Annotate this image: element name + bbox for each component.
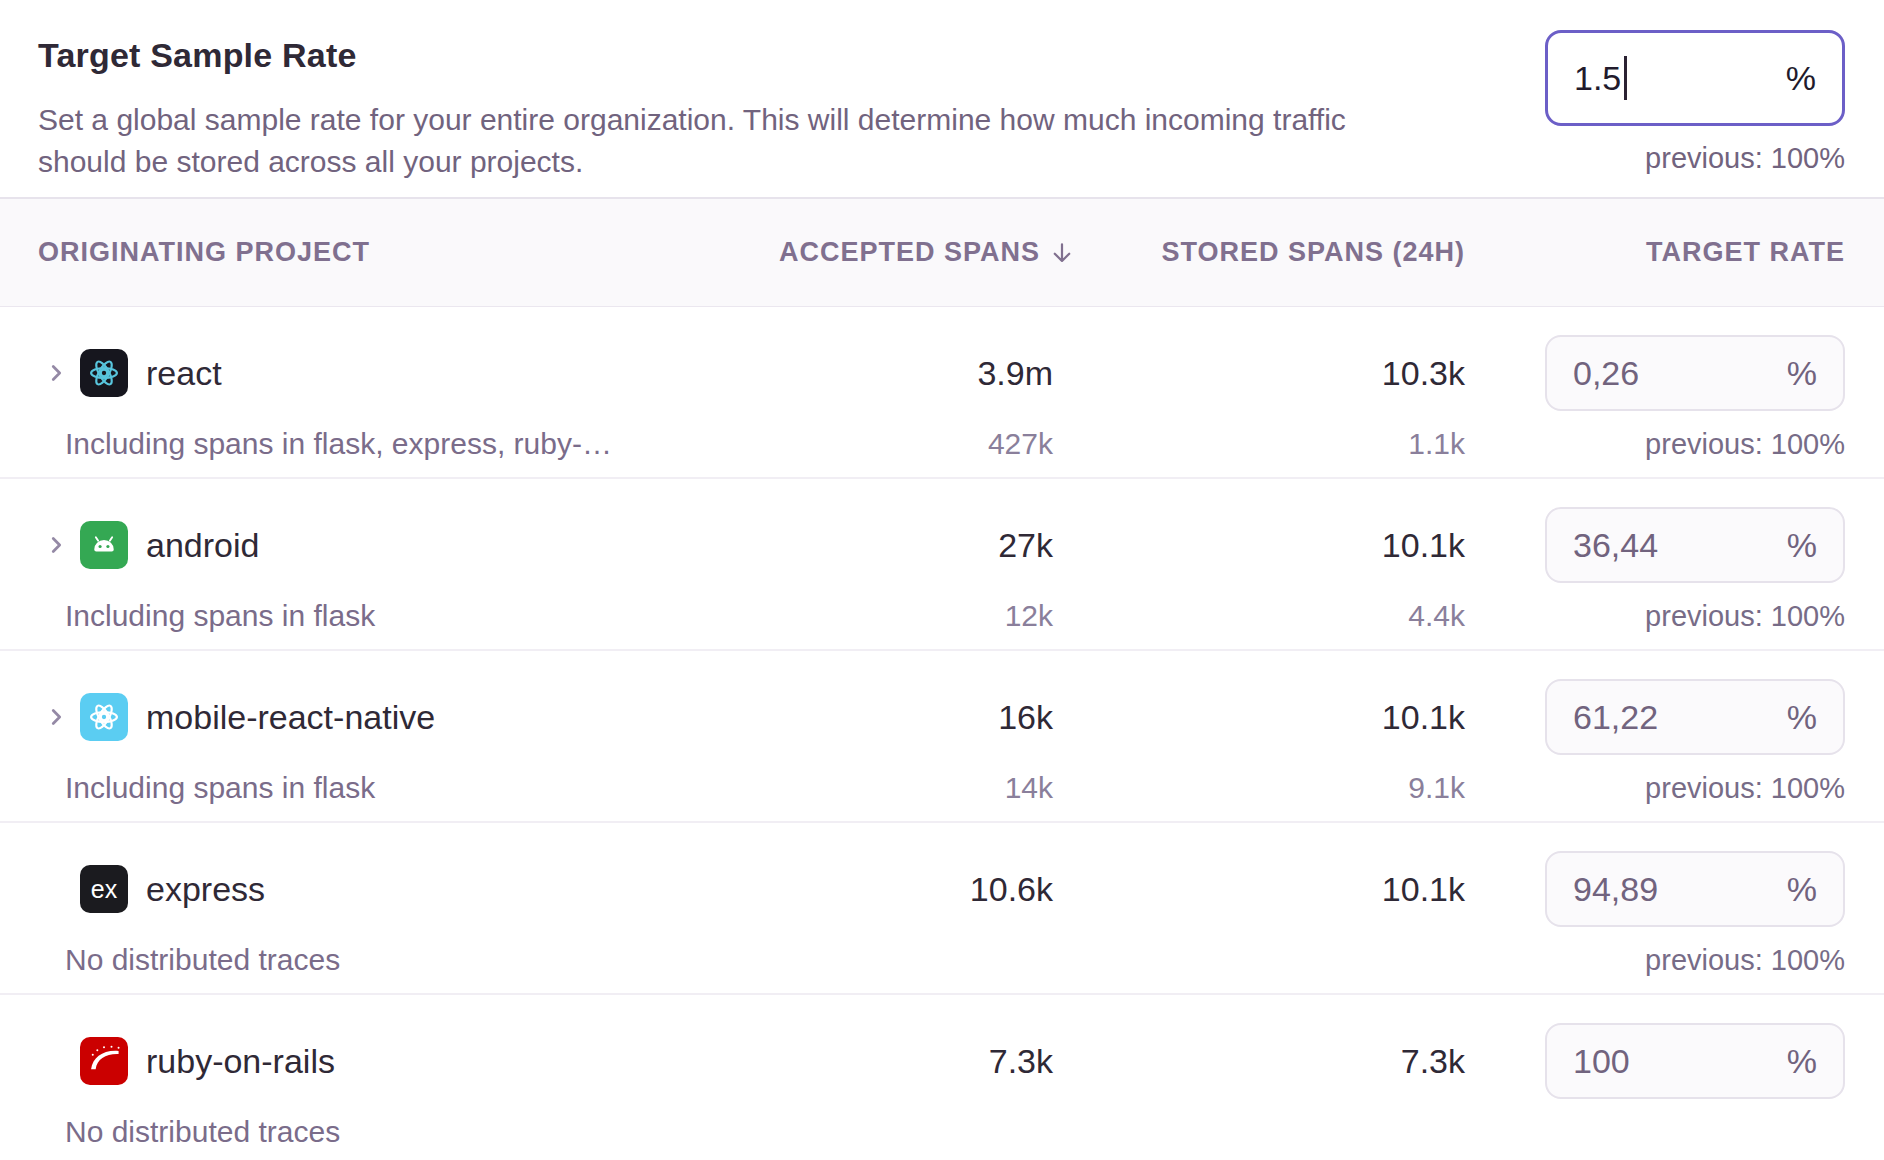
distributed-traces-note: Including spans in flask [65, 771, 723, 805]
sub-accepted-spans-value: 12k [723, 599, 1053, 633]
table-header-row: ORIGINATING PROJECT ACCEPTED SPANS STORE… [0, 197, 1884, 307]
project-group-express: ex express 10.6k 10.1k 94,89% No distrib… [0, 823, 1884, 995]
sub-stored-spans-value: 1.1k [1053, 427, 1465, 461]
stored-spans-value: 10.1k [1053, 526, 1465, 565]
table-subrow: No distributed traces previous: 100% [0, 929, 1884, 991]
table-row: ex express 10.6k 10.1k 94,89% [0, 849, 1884, 929]
target-rate-input[interactable]: 94,89% [1545, 851, 1845, 927]
text-cursor [1624, 56, 1627, 100]
global-sample-rate-value[interactable]: 1.5 [1574, 59, 1621, 98]
percent-suffix: % [1786, 59, 1816, 98]
accepted-spans-value: 10.6k [723, 870, 1053, 909]
page-title: Target Sample Rate [38, 36, 1413, 75]
project-name[interactable]: react [146, 354, 222, 393]
previous-rate-label: previous: 100% [1465, 944, 1845, 977]
android-icon [80, 521, 128, 569]
accepted-spans-value: 27k [723, 526, 1053, 565]
target-rate-input[interactable]: 0,26% [1545, 335, 1845, 411]
sub-accepted-spans-value: 427k [723, 427, 1053, 461]
column-header-originating-project: ORIGINATING PROJECT [38, 237, 723, 268]
project-name[interactable]: mobile-react-native [146, 698, 435, 737]
expand-chevron-icon[interactable] [45, 362, 67, 384]
express-icon-text: ex [91, 875, 117, 904]
distributed-traces-note: Including spans in flask [65, 599, 723, 633]
percent-suffix: % [1787, 870, 1817, 909]
table-row: android 27k 10.1k 36,44% [0, 505, 1884, 585]
project-group-android: android 27k 10.1k 36,44% Including spans… [0, 479, 1884, 651]
table-subrow: Including spans in flask, express, ruby-… [0, 413, 1884, 475]
project-name[interactable]: express [146, 870, 265, 909]
percent-suffix: % [1787, 354, 1817, 393]
distributed-traces-note: Including spans in flask, express, ruby-… [65, 427, 723, 461]
sub-stored-spans-value: 9.1k [1053, 771, 1465, 805]
react-native-icon [80, 693, 128, 741]
react-icon [80, 349, 128, 397]
target-rate-input[interactable]: 36,44% [1545, 507, 1845, 583]
sub-accepted-spans-value: 14k [723, 771, 1053, 805]
stored-spans-value: 10.1k [1053, 698, 1465, 737]
accepted-spans-value: 3.9m [723, 354, 1053, 393]
project-group-react: react 3.9m 10.3k 0,26% Including spans i… [0, 307, 1884, 479]
table-subrow: No distributed traces [0, 1101, 1884, 1160]
expand-chevron-icon[interactable] [45, 534, 67, 556]
percent-suffix: % [1787, 1042, 1817, 1081]
table-subrow: Including spans in flask 14k 9.1k previo… [0, 757, 1884, 819]
previous-rate-label: previous: 100% [1645, 142, 1845, 175]
column-header-target-rate: TARGET RATE [1465, 237, 1845, 268]
distributed-traces-note: No distributed traces [65, 1115, 723, 1149]
percent-suffix: % [1787, 526, 1817, 565]
target-sample-rate-section: Target Sample Rate Set a global sample r… [0, 0, 1884, 197]
stored-spans-value: 10.1k [1053, 870, 1465, 909]
accepted-spans-value: 7.3k [723, 1042, 1053, 1081]
rails-icon [80, 1037, 128, 1085]
page-description: Set a global sample rate for your entire… [38, 99, 1413, 183]
previous-rate-label: previous: 100% [1465, 428, 1845, 461]
expand-chevron-icon[interactable] [45, 706, 67, 728]
project-group-ruby-on-rails: ruby-on-rails 7.3k 7.3k 100% No distribu… [0, 995, 1884, 1160]
sub-stored-spans-value: 4.4k [1053, 599, 1465, 633]
column-header-accepted-spans[interactable]: ACCEPTED SPANS [779, 237, 1076, 268]
global-sample-rate-input[interactable]: 1.5 % [1545, 30, 1845, 126]
project-name[interactable]: android [146, 526, 259, 565]
previous-rate-label: previous: 100% [1465, 772, 1845, 805]
project-name[interactable]: ruby-on-rails [146, 1042, 335, 1081]
table-row: mobile-react-native 16k 10.1k 61,22% [0, 677, 1884, 757]
table-subrow: Including spans in flask 12k 4.4k previo… [0, 585, 1884, 647]
percent-suffix: % [1787, 698, 1817, 737]
accepted-spans-value: 16k [723, 698, 1053, 737]
previous-rate-label: previous: 100% [1465, 600, 1845, 633]
target-rate-input[interactable]: 61,22% [1545, 679, 1845, 755]
table-row: ruby-on-rails 7.3k 7.3k 100% [0, 1021, 1884, 1101]
stored-spans-value: 7.3k [1053, 1042, 1465, 1081]
target-rate-input[interactable]: 100% [1545, 1023, 1845, 1099]
table-row: react 3.9m 10.3k 0,26% [0, 333, 1884, 413]
stored-spans-value: 10.3k [1053, 354, 1465, 393]
express-icon: ex [80, 865, 128, 913]
project-group-mobile-react-native: mobile-react-native 16k 10.1k 61,22% Inc… [0, 651, 1884, 823]
distributed-traces-note: No distributed traces [65, 943, 723, 977]
column-header-stored-spans: STORED SPANS (24H) [1053, 237, 1465, 268]
